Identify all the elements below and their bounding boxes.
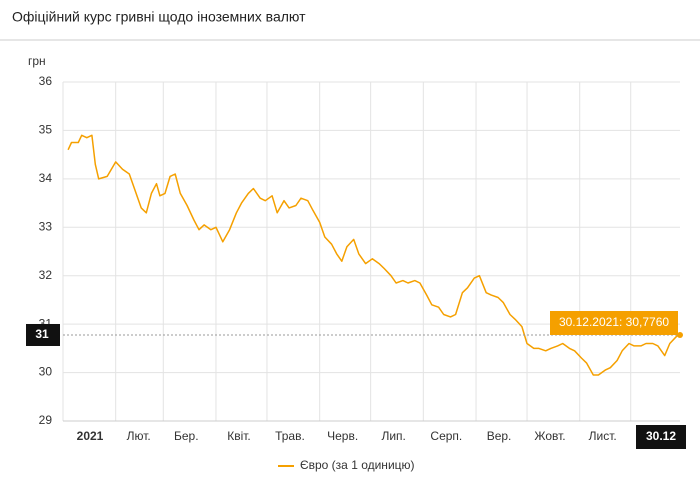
chart-title: Офіційний курс гривні щодо іноземних вал… [12,9,306,25]
y-tick-label: 29 [39,413,53,427]
x-tick-label: Лип. [381,429,405,443]
y-axis-label: грн [28,54,46,68]
x-tick-label: Квіт. [227,429,251,443]
y-tick-label: 34 [39,171,53,185]
y-tick-label: 35 [39,123,53,137]
x-tick-label: 2021 [77,429,104,443]
y-tick-label: 30 [39,365,53,379]
x-tick-label: Трав. [275,429,305,443]
x-tick-label: Бер. [174,429,199,443]
header [0,0,700,40]
y-tick-label: 36 [39,74,53,88]
crosshair-y-label: 31 [35,327,49,341]
series-line [67,134,681,376]
y-tick-label: 33 [39,219,53,233]
x-tick-label: Лют. [127,429,151,443]
crosshair-y-box [26,323,60,346]
x-tick-label: Серп. [430,429,462,443]
x-tick-label: Черв. [327,429,358,443]
x-tick-label: Жовт. [534,429,565,443]
tooltip-text: 30.12.2021: 30,7760 [559,315,669,329]
legend-label: Євро (за 1 одиницю) [300,458,415,472]
tooltip-box [550,310,678,335]
crosshair-point [677,331,683,338]
x-tick-label: Лист. [589,429,617,443]
x-tick-label: Вер. [487,429,512,443]
y-tick-label: 32 [39,268,53,282]
crosshair-x-box [636,425,686,449]
crosshair-x-label: 30.12 [646,429,676,443]
